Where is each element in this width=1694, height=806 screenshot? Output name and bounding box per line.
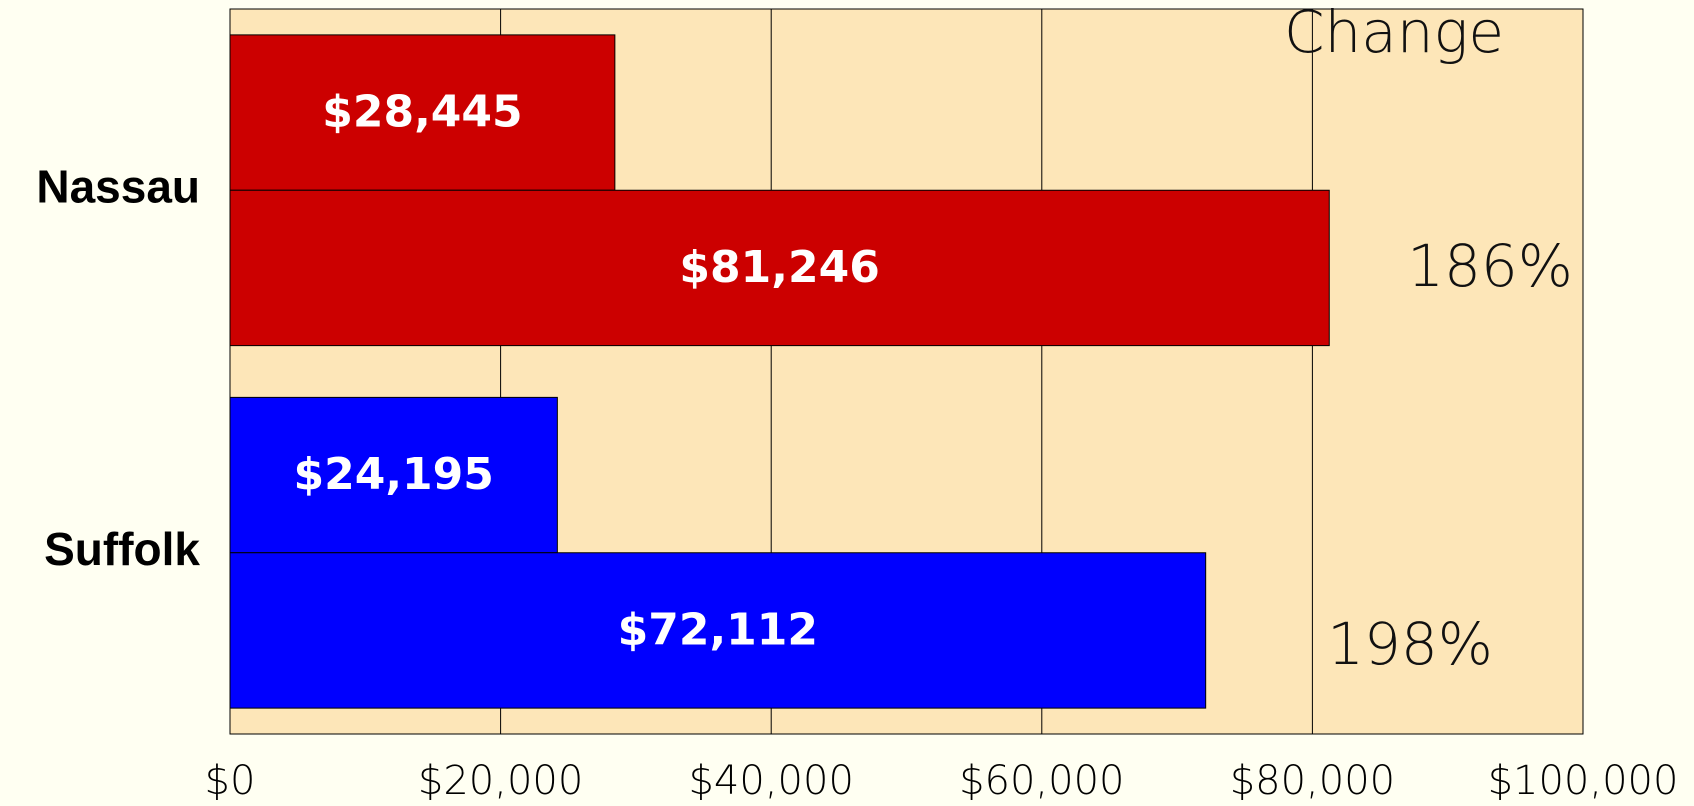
plot-border <box>229 8 1584 735</box>
change-label: 198% <box>1327 610 1493 678</box>
x-tick-label: $100,000 <box>1488 758 1679 804</box>
value-label: $28,445 <box>322 87 522 138</box>
category-label: Nassau <box>36 160 200 212</box>
x-tick-label: $60,000 <box>959 758 1124 804</box>
bar <box>229 552 1207 709</box>
x-tick-label: $40,000 <box>688 758 853 804</box>
category-label: Suffolk <box>44 523 200 575</box>
change-title: Change <box>1284 0 1504 66</box>
bar <box>229 189 1330 347</box>
value-label: $81,246 <box>679 242 879 293</box>
value-label: $72,112 <box>618 604 818 655</box>
bar <box>229 396 558 554</box>
x-tick-label: $20,000 <box>418 758 583 804</box>
bar <box>229 34 616 191</box>
value-label: $24,195 <box>293 449 493 500</box>
x-tick-label: $0 <box>205 758 256 804</box>
x-tick-label: $80,000 <box>1230 758 1395 804</box>
change-label: 186% <box>1407 232 1573 300</box>
